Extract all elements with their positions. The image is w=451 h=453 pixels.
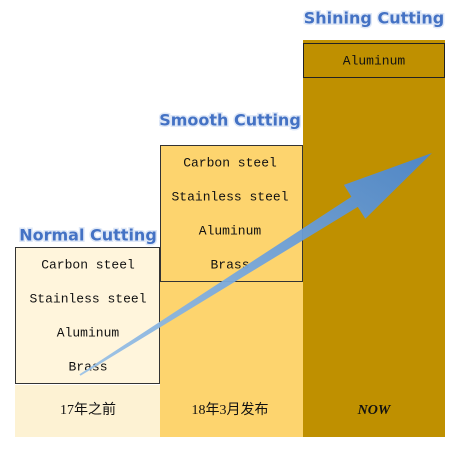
material: Stainless steel <box>171 189 288 204</box>
material: Brass <box>210 257 249 272</box>
column-label: 17年之前 <box>60 401 116 418</box>
column-bg <box>303 40 445 437</box>
progress-arrow <box>79 153 432 376</box>
column-title: Smooth Cutting <box>159 111 301 130</box>
material: Carbon steel <box>183 155 277 170</box>
material: Aluminum <box>199 223 262 238</box>
column-title: Shining Cutting <box>304 9 444 28</box>
material: Aluminum <box>57 325 120 340</box>
material: Carbon steel <box>41 257 135 272</box>
material: Aluminum <box>343 53 406 68</box>
column-bg <box>15 385 160 437</box>
column-bg <box>160 145 303 437</box>
material: Stainless steel <box>29 291 146 306</box>
column-label: NOW <box>357 403 392 418</box>
column-label: 18年3月发布 <box>192 402 269 418</box>
column-title: Normal Cutting <box>19 226 157 245</box>
material-box <box>303 43 445 78</box>
material-box <box>15 247 160 384</box>
